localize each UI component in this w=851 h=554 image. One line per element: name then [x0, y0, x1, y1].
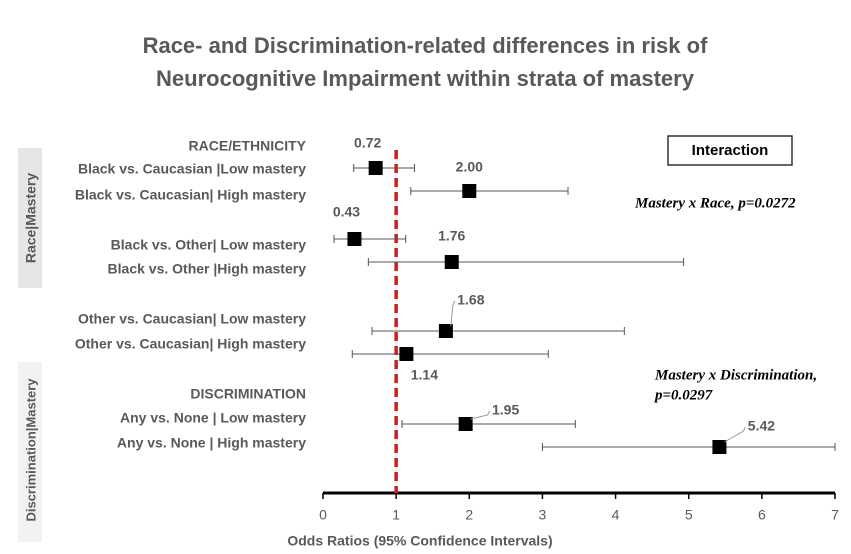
category-label: Any vs. None | Low mastery [120, 410, 306, 426]
category-label: Black vs. Caucasian| High mastery [75, 187, 306, 203]
point-estimate [368, 161, 383, 175]
leader-line [450, 300, 456, 327]
category-label: Black vs. Other |High mastery [108, 261, 307, 277]
side-label: Discrimination|Mastery [23, 378, 38, 522]
category-label: Any vs. None | High mastery [117, 435, 306, 451]
annotation: Interaction [692, 142, 769, 159]
group-label: RACE/ETHNICITY [189, 138, 307, 154]
category-label: Black vs. Other| Low mastery [111, 237, 307, 253]
point-estimate [444, 255, 459, 269]
category-label: Black vs. Caucasian |Low mastery [78, 161, 306, 177]
point-estimate [438, 324, 453, 338]
annotation: Mastery x Discrimination, [654, 367, 817, 383]
value-label: 0.72 [354, 135, 381, 151]
point-estimate [462, 184, 477, 198]
x-axis-label: Odds Ratios (95% Confidence Intervals) [287, 533, 552, 549]
chart-title: Neurocognitive Impairment within strata … [156, 66, 695, 91]
group-label: DISCRIMINATION [190, 386, 306, 402]
x-tick-label: 3 [539, 507, 547, 523]
leader-line [470, 410, 491, 420]
side-label: Race|Mastery [23, 173, 39, 264]
x-tick-label: 0 [319, 507, 327, 523]
category-label: Other vs. Caucasian| Low mastery [78, 311, 306, 327]
annotation: Mastery x Race, p=0.0272 [634, 195, 796, 211]
value-label: 5.42 [748, 418, 775, 434]
value-label: 1.68 [457, 292, 484, 308]
x-tick-label: 6 [758, 507, 766, 523]
point-estimate [347, 232, 362, 246]
x-tick-label: 2 [465, 507, 473, 523]
value-label: 1.95 [492, 402, 519, 418]
side-panel [18, 148, 42, 288]
point-estimate [458, 417, 473, 431]
x-tick-label: 5 [685, 507, 693, 523]
x-tick-label: 4 [612, 507, 620, 523]
chart-title: Race- and Discrimination-related differe… [143, 33, 708, 58]
leader-line [724, 426, 746, 443]
value-label: 0.43 [333, 204, 360, 220]
point-estimate [712, 440, 727, 454]
side-panel [18, 362, 42, 542]
category-label: Other vs. Caucasian| High mastery [75, 336, 306, 352]
annotation-box [667, 135, 793, 166]
value-label: 1.76 [438, 228, 465, 244]
value-label: 1.14 [411, 367, 438, 383]
value-label: 2.00 [456, 159, 483, 175]
x-tick-label: 1 [392, 507, 400, 523]
annotation: p=0.0297 [653, 387, 713, 403]
x-tick-label: 7 [831, 507, 839, 523]
point-estimate [399, 347, 414, 361]
